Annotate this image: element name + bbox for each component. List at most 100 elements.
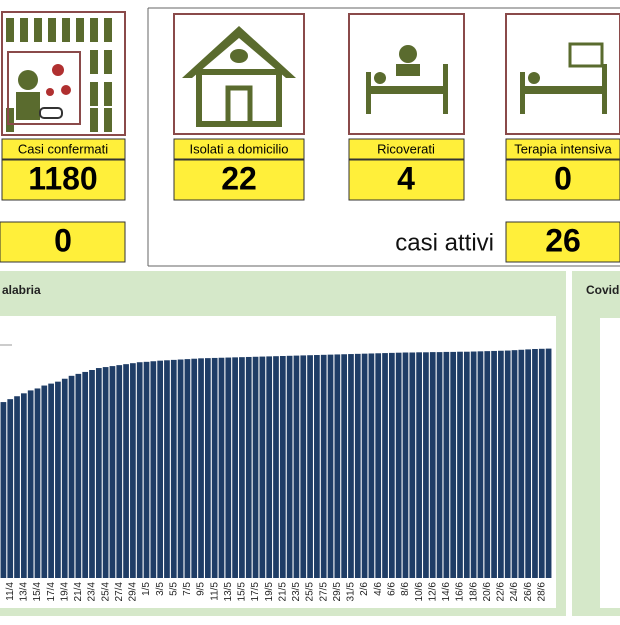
bar	[170, 359, 177, 578]
active-label: casi attivi	[395, 229, 494, 256]
label-box	[173, 138, 305, 160]
label-box	[1, 138, 126, 160]
bar	[34, 388, 41, 578]
bar	[498, 350, 504, 578]
value-box	[505, 221, 620, 263]
label-box	[348, 138, 465, 160]
bar	[239, 357, 245, 578]
bar	[443, 351, 450, 578]
x-tick-label: 3/5	[155, 582, 166, 596]
x-tick-label: 13/5	[223, 582, 234, 602]
bar	[157, 360, 164, 578]
bar	[211, 357, 218, 578]
x-tick-label: 12/6	[427, 582, 438, 602]
x-tick-label: 10/6	[414, 582, 425, 602]
bar	[293, 355, 300, 578]
bar	[273, 356, 279, 578]
x-tick-label: 21/4	[73, 582, 84, 602]
bar	[532, 348, 538, 578]
bar	[368, 353, 375, 578]
bar	[68, 375, 75, 578]
x-tick-label: 11/5	[209, 582, 220, 601]
bar	[61, 378, 68, 578]
icon-icu	[505, 13, 620, 135]
bar	[320, 354, 327, 578]
bar	[0, 402, 7, 578]
icon-hospital	[348, 13, 465, 135]
bar	[266, 356, 273, 578]
bar	[75, 373, 82, 578]
bar	[143, 361, 150, 578]
bar	[109, 366, 116, 578]
bar	[395, 352, 402, 578]
bar	[48, 383, 54, 578]
bar	[198, 358, 204, 578]
bar	[375, 353, 382, 578]
bar	[82, 371, 89, 578]
x-tick-label: 4/6	[373, 582, 384, 596]
card-value: 22	[221, 160, 257, 196]
active-value: 26	[545, 222, 581, 258]
card-value: 4	[397, 160, 415, 196]
bar	[504, 350, 511, 578]
bar	[177, 359, 184, 578]
bar	[300, 355, 307, 578]
card-value: 1180	[28, 160, 97, 196]
bar	[538, 348, 545, 578]
value-box	[505, 159, 620, 201]
x-tick-label: 17/5	[250, 582, 261, 602]
bar	[518, 349, 525, 578]
x-tick-label: 19/4	[59, 582, 70, 602]
x-tick-label: 29/4	[128, 582, 139, 602]
bar	[470, 351, 477, 578]
value-box	[0, 221, 126, 263]
card-label: Isolati a domicilio	[190, 141, 289, 156]
bar	[7, 399, 14, 578]
x-tick-label: 27/4	[114, 582, 125, 602]
bar	[123, 364, 129, 578]
x-tick-label: 17/4	[46, 582, 57, 602]
x-tick-label: 18/6	[468, 582, 479, 602]
x-tick-label: 14/6	[441, 582, 452, 602]
bar	[150, 361, 157, 578]
bar	[286, 355, 293, 578]
bar	[341, 354, 348, 578]
x-tick-label: 15/5	[237, 582, 248, 602]
bar	[130, 363, 136, 578]
x-tick-label: 23/4	[87, 582, 98, 602]
bar	[116, 365, 123, 578]
x-tick-label: 8/6	[400, 582, 411, 596]
bar	[416, 352, 422, 578]
bar	[252, 356, 259, 578]
x-tick-label: 20/6	[482, 582, 493, 602]
bar	[307, 355, 313, 578]
bar	[511, 350, 518, 578]
bar	[429, 352, 436, 578]
bar	[525, 349, 532, 578]
card-label: Casi confermati	[18, 141, 108, 156]
card-label: Terapia intensiva	[514, 141, 612, 156]
bar	[259, 356, 266, 578]
bar	[14, 396, 20, 578]
bar	[232, 357, 238, 578]
x-tick-label: 23/5	[291, 582, 302, 602]
bar	[436, 352, 443, 578]
bar	[204, 358, 211, 578]
bar	[388, 352, 395, 578]
x-tick-label: 2/6	[359, 582, 370, 596]
card-value: 0	[554, 160, 572, 196]
bar	[382, 353, 388, 578]
bar	[327, 354, 334, 578]
x-tick-label: 1/5	[141, 582, 152, 596]
x-tick-label: 19/5	[264, 582, 275, 602]
bar	[89, 369, 95, 578]
icon-confirmed	[1, 11, 126, 136]
x-tick-label: 28/6	[536, 582, 547, 602]
x-tick-label: 31/5	[346, 582, 357, 602]
bar	[164, 360, 170, 578]
bar	[484, 351, 491, 578]
x-tick-label: 9/5	[196, 582, 207, 596]
bar	[361, 353, 368, 578]
bar	[354, 353, 361, 578]
